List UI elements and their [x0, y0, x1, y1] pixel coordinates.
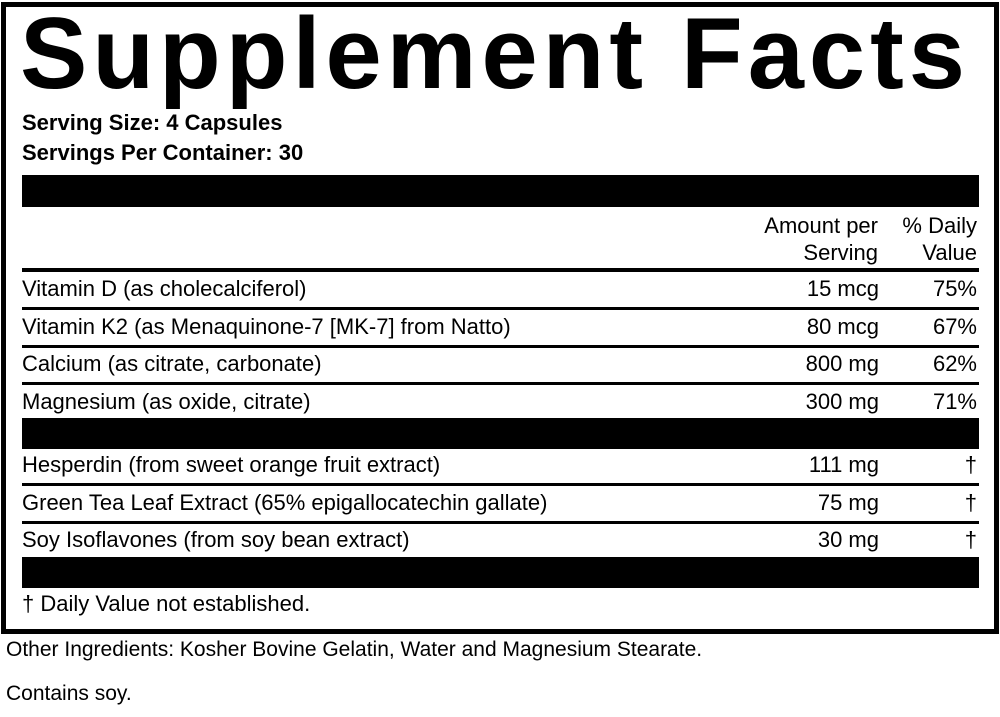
divider-bar: [22, 557, 979, 588]
nutrient-name: Calcium (as citrate, carbonate): [22, 351, 322, 376]
nutrient-amount: 15 mcg: [806, 276, 879, 301]
header-line: Value: [922, 240, 977, 265]
nutrient-amount: 30 mg: [817, 527, 879, 552]
nutrient-amount: 75 mg: [817, 489, 879, 515]
nutrient-name: Soy Isoflavones (from soy bean extract): [22, 527, 410, 552]
other-ingredients: Other Ingredients: Kosher Bovine Gelatin…: [6, 638, 703, 661]
nutrient-name: Hesperdin (from sweet orange fruit extra…: [22, 452, 441, 477]
nutrient-daily-value: 62%: [932, 351, 977, 376]
nutrient-amount: 80 mcg: [806, 313, 879, 339]
nutrient-row: Green Tea Leaf Extract (65% epigallocate…: [22, 486, 979, 520]
footnote: † Daily Value not established.: [22, 591, 311, 616]
nutrient-amount: 111 mg: [808, 452, 879, 477]
nutrient-amount: 300 mg: [805, 388, 879, 414]
divider-line: [22, 268, 979, 272]
panel-title: Supplement Facts: [20, 0, 970, 110]
divider-line: [22, 307, 979, 310]
divider-line: [22, 382, 979, 385]
nutrient-row: Magnesium (as oxide, citrate) 300 mg 71%: [22, 385, 979, 419]
header-line: Amount per: [764, 213, 878, 238]
nutrient-row: Vitamin K2 (as Menaquinone-7 [MK-7] from…: [22, 310, 979, 344]
nutrient-name: Magnesium (as oxide, citrate): [22, 388, 311, 414]
amount-per-serving-header: Amount per Serving: [764, 212, 878, 266]
nutrient-row: Vitamin D (as cholecalciferol) 15 mcg 75…: [22, 272, 979, 306]
nutrient-name: Green Tea Leaf Extract (65% epigallocate…: [22, 489, 548, 515]
nutrient-name: Vitamin D (as cholecalciferol): [22, 276, 307, 301]
nutrient-row: Hesperdin (from sweet orange fruit extra…: [22, 448, 979, 482]
divider-line: [22, 344, 979, 348]
nutrient-daily-value: †: [964, 527, 977, 552]
allergen-statement: Contains soy.: [6, 682, 132, 705]
divider-bar: [22, 175, 979, 207]
divider-line: [22, 483, 979, 486]
nutrient-daily-value: †: [964, 452, 977, 477]
divider-line: [22, 520, 979, 524]
nutrient-amount: 800 mg: [805, 351, 879, 376]
nutrient-daily-value: 67%: [932, 313, 977, 339]
nutrient-row: Soy Isoflavones (from soy bean extract) …: [22, 523, 979, 557]
header-line: Serving: [803, 240, 878, 265]
nutrient-daily-value: 75%: [932, 276, 977, 301]
servings-per-container: Servings Per Container: 30: [22, 140, 304, 165]
supplement-facts-panel: [1, 2, 999, 634]
nutrient-name: Vitamin K2 (as Menaquinone-7 [MK-7] from…: [22, 313, 511, 339]
divider-bar: [22, 418, 979, 449]
header-line: % Daily: [902, 213, 977, 238]
nutrient-daily-value: 71%: [932, 388, 977, 414]
serving-size: Serving Size: 4 Capsules: [22, 110, 283, 135]
nutrient-row: Calcium (as citrate, carbonate) 800 mg 6…: [22, 347, 979, 381]
nutrient-daily-value: †: [964, 489, 977, 515]
daily-value-header: % Daily Value: [902, 212, 977, 266]
